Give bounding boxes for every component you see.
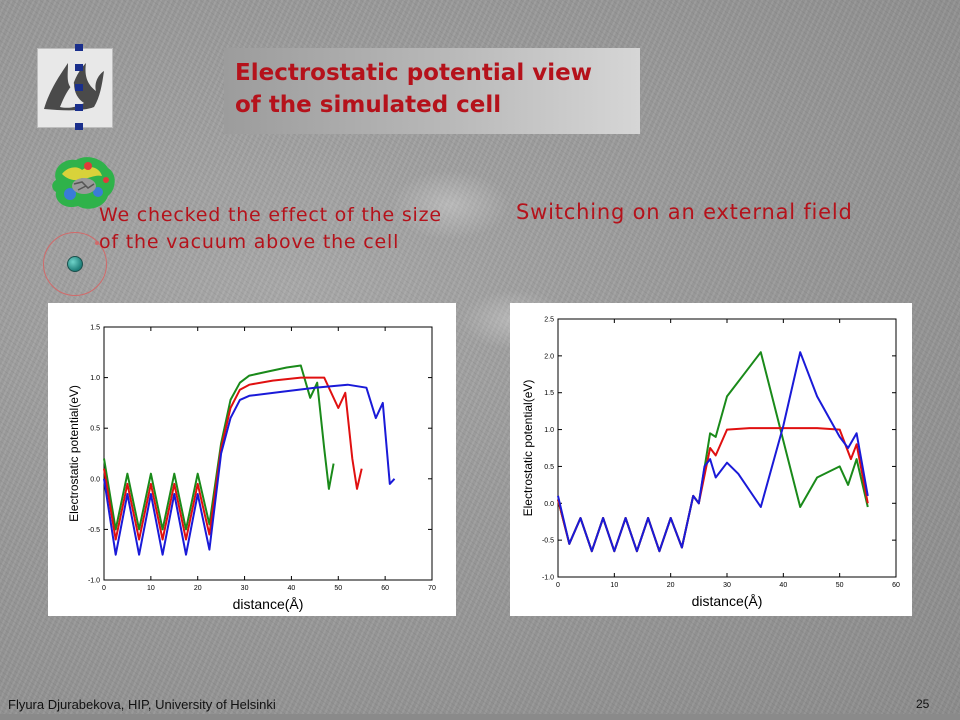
y-tick-label: 1.5 bbox=[544, 390, 554, 397]
y-axis-label: Electrostatic potential(eV) bbox=[521, 380, 535, 517]
x-tick-label: 40 bbox=[288, 585, 296, 592]
series-line-blue bbox=[103, 383, 396, 556]
x-tick-label: 40 bbox=[779, 582, 787, 589]
x-tick-label: 50 bbox=[334, 585, 342, 592]
x-tick-label: 10 bbox=[147, 585, 155, 592]
y-tick-label: -0.5 bbox=[542, 538, 554, 545]
x-tick-label: 10 bbox=[610, 582, 618, 589]
x-tick-label: 0 bbox=[102, 585, 106, 592]
y-axis-label: Electrostatic potential(eV) bbox=[67, 385, 81, 522]
x-axis-label: distance(Å) bbox=[233, 596, 304, 612]
x-tick-label: 0 bbox=[556, 582, 560, 589]
series-line-red bbox=[103, 376, 363, 541]
x-tick-label: 70 bbox=[428, 585, 436, 592]
y-tick-label: 0.0 bbox=[544, 501, 554, 508]
bullet-small-dot bbox=[95, 241, 99, 245]
page-number: 25 bbox=[916, 697, 930, 711]
x-tick-label: 60 bbox=[381, 585, 389, 592]
y-tick-label: 0.0 bbox=[90, 476, 100, 483]
y-tick-label: 0.5 bbox=[544, 464, 554, 471]
x-tick-label: 20 bbox=[194, 585, 202, 592]
x-tick-label: 50 bbox=[836, 582, 844, 589]
y-tick-label: -1.0 bbox=[88, 578, 100, 585]
title-box bbox=[224, 48, 640, 134]
bullet-text: We checked the effect of the size of the… bbox=[99, 204, 442, 253]
bullet-ring-decoration bbox=[43, 232, 107, 296]
y-tick-label: 1.0 bbox=[544, 427, 554, 434]
slide-title: Electrostatic potential view of the simu… bbox=[235, 57, 635, 121]
series-line-red bbox=[557, 427, 869, 553]
plot-frame bbox=[103, 326, 433, 581]
slide-title-line-2: of the simulated cell bbox=[235, 92, 502, 118]
background-streak bbox=[390, 170, 510, 240]
right-heading: Switching on an external field bbox=[516, 200, 853, 224]
footer-bar bbox=[0, 714, 960, 720]
plot-frame bbox=[557, 318, 897, 578]
footer-author: Flyura Djurabekova, HIP, University of H… bbox=[8, 697, 276, 712]
plot-panel-right: 0 10 20 30 40 50 60 -1.0 -0.5 0.0 0.5 1.0 1.5 2.0 2.5 d… bbox=[510, 303, 912, 616]
series-line-green bbox=[103, 364, 335, 531]
series-line-blue bbox=[557, 351, 869, 553]
y-tick-label: 2.5 bbox=[544, 317, 554, 324]
x-tick-label: 30 bbox=[241, 585, 249, 592]
molecule-structure-icon bbox=[52, 157, 115, 209]
chart-external-field: 0 10 20 30 40 50 60 -1.0 -0.5 0.0 0.5 1.0 1.5 2.0 2.5 d… bbox=[521, 317, 900, 610]
y-tick-label: 0.5 bbox=[90, 426, 100, 433]
y-tick-label: 1.5 bbox=[90, 325, 100, 332]
x-axis-label: distance(Å) bbox=[692, 593, 763, 609]
x-tick-label: 60 bbox=[892, 582, 900, 589]
y-tick-label: -0.5 bbox=[88, 527, 100, 534]
university-of-helsinki-flame-logo-icon bbox=[44, 63, 104, 111]
y-tick-label: 2.0 bbox=[544, 353, 554, 360]
chart-vacuum-size: 0 10 20 30 40 50 60 70 -1.0 -0.5 0.0 0.5 1.0 1.5 dista… bbox=[67, 325, 436, 613]
y-tick-label: 1.0 bbox=[90, 375, 100, 382]
logo-squares-decoration bbox=[75, 44, 83, 130]
y-tick-label: -1.0 bbox=[542, 575, 554, 582]
x-tick-label: 30 bbox=[723, 582, 731, 589]
slide-title-line-1: Electrostatic potential view bbox=[235, 60, 592, 86]
teal-bullet-icon bbox=[67, 256, 83, 272]
x-tick-label: 20 bbox=[667, 582, 675, 589]
plot-panel-left: 0 10 20 30 40 50 60 70 -1.0 -0.5 0.0 0.5 1.0 1.5 dista… bbox=[48, 303, 456, 616]
